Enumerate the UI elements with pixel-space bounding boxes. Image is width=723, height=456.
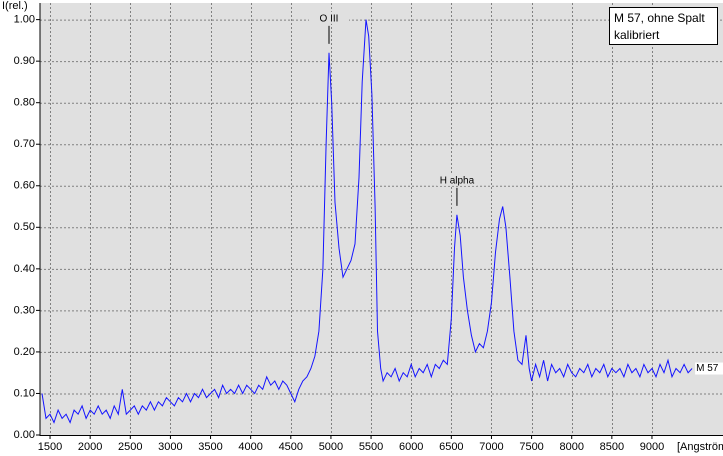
y-tick-label: 0.10	[14, 387, 35, 399]
x-tick-label: 6000	[399, 441, 423, 453]
x-tick-label: 4500	[279, 441, 303, 453]
y-tick-label: 0.80	[14, 97, 35, 109]
series-label-bg	[695, 362, 723, 375]
y-tick-label: 0.70	[14, 138, 35, 150]
x-tick-label: 9000	[640, 441, 664, 453]
x-tick-label: 3500	[198, 441, 222, 453]
x-tick-label: 1500	[38, 441, 62, 453]
y-tick-label: 0.50	[14, 221, 35, 233]
y-axis-label: I(rel.)	[2, 0, 28, 12]
series-label: M 57	[696, 363, 719, 374]
x-tick-label: 8500	[600, 441, 624, 453]
y-tick-label: 0.60	[14, 180, 35, 192]
x-tick-label: 6500	[439, 441, 463, 453]
y-tick-label: 0.40	[14, 263, 35, 275]
x-tick-label: 7000	[479, 441, 503, 453]
spectrum-line	[41, 19, 693, 424]
x-tick-label: 2000	[78, 441, 102, 453]
legend-line: kalibriert	[614, 28, 660, 42]
y-tick-label: 0.30	[14, 304, 35, 316]
line-layer	[41, 19, 693, 424]
x-tick-label: 5000	[319, 441, 343, 453]
annotation-bg	[309, 11, 350, 24]
x-tick-label: 4000	[238, 441, 262, 453]
x-tick-label: 7500	[519, 441, 543, 453]
y-tick-label: 0.00	[14, 429, 35, 441]
annotation: H alpha	[440, 175, 475, 186]
x-axis-label: [Angström	[677, 441, 723, 453]
x-tick-label: 2500	[118, 441, 142, 453]
y-tick-label: 0.20	[14, 346, 35, 358]
annotation: O III	[320, 13, 339, 24]
x-tick-label: 3000	[158, 441, 182, 453]
annotation-bg	[436, 173, 477, 186]
y-tick-label: 0.90	[14, 55, 35, 67]
y-tick-label: 1.00	[14, 14, 35, 26]
legend-box	[609, 7, 718, 45]
plot-area	[40, 3, 723, 435]
x-tick-label: 5500	[359, 441, 383, 453]
x-tick-label: 8000	[559, 441, 583, 453]
grid-layer	[40, 3, 723, 435]
legend-line: M 57, ohne Spalt	[614, 11, 705, 25]
